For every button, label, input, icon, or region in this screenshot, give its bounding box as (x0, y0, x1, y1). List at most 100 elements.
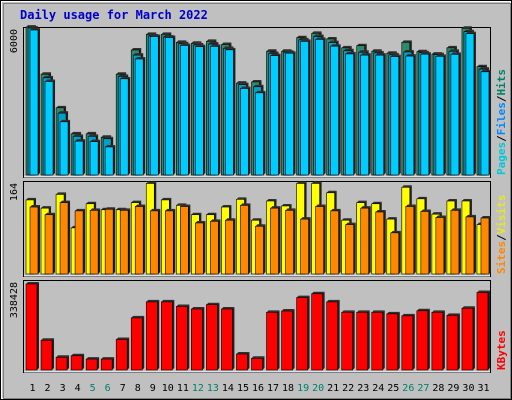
bar-top-hits-day-14-top-face (221, 42, 232, 45)
bar-top-pages-day-25-side-face (398, 54, 401, 176)
x-tick-label-22: 22 (342, 383, 354, 394)
bar-bottom-kbytes-day-8-side-face (142, 315, 145, 370)
bar-bottom-kbytes-day-31-top-face (476, 290, 490, 293)
bar-bottom-kbytes-day-15 (236, 351, 250, 371)
bar-middle-sites-day-22-face (345, 224, 354, 275)
bar-middle-sites-day-14-side-face (233, 218, 236, 274)
legend-middle-item-1: / (495, 234, 508, 241)
bar-middle-sites-day-18 (285, 208, 296, 275)
bar-top-pages-day-29-top-face (450, 52, 461, 55)
bar-top-pages-day-29-face (450, 54, 460, 176)
panel-middle-ymax-label: 164 (9, 183, 20, 201)
bar-top-files-day-24-top-face (373, 50, 384, 53)
x-tick-label-25: 25 (387, 383, 399, 394)
bar-middle-visits-day-30-top-face (461, 199, 472, 202)
bar-top-hits-day-21-top-face (326, 36, 337, 39)
bar-top-pages-day-10 (164, 35, 176, 176)
bar-bottom-kbytes-day-11-side-face (187, 304, 190, 370)
bar-middle-sites-day-28 (435, 215, 446, 275)
bar-top-pages-day-20-side-face (323, 37, 326, 175)
bar-bottom-kbytes-day-2-face (40, 339, 53, 371)
bar-top-hits-day-22-top-face (341, 45, 352, 48)
bar-middle-visits-day-15-top-face (236, 197, 247, 200)
bar-bottom-kbytes-day-16 (251, 356, 265, 371)
bar-top-pages-day-4-face (74, 140, 84, 176)
bar-top-pages-day-6-top-face (105, 144, 116, 147)
panel-bottom-ymax-label: 338428 (9, 282, 20, 318)
bar-middle-sites-day-1 (29, 205, 40, 275)
bar-middle-sites-day-22 (345, 222, 356, 275)
bar-top-pages-day-13-face (210, 46, 219, 176)
bar-top-pages-day-19-face (300, 41, 309, 176)
bar-top-pages-day-25 (390, 54, 401, 176)
bar-bottom-kbytes-day-17-top-face (266, 310, 280, 313)
bar-bottom-kbytes-day-3-face (55, 356, 68, 371)
bar-middle-sites-day-29 (450, 208, 461, 275)
bar-middle-sites-day-30 (465, 214, 476, 275)
bar-bottom-kbytes-day-17 (266, 310, 280, 371)
bar-middle-visits-day-17-top-face (266, 199, 277, 202)
legend-top-item-1: / (495, 135, 508, 142)
bar-bottom-kbytes-day-26-face (401, 315, 414, 371)
bar-middle-sites-day-15-side-face (248, 203, 251, 274)
bar-top-pages-day-10-face (164, 37, 174, 176)
x-tick-label-8: 8 (135, 383, 141, 394)
x-tick-label-5: 5 (90, 383, 96, 394)
bar-top-pages-day-31-top-face (480, 69, 491, 72)
bar-bottom-kbytes-day-6-side-face (112, 357, 115, 370)
bar-bottom-kbytes-day-10-top-face (161, 299, 175, 302)
bar-middle-sites-day-25-top-face (390, 230, 401, 233)
bar-top-pages-day-6-side-face (113, 144, 116, 175)
bar-top-hits-day-30-top-face (461, 26, 472, 29)
x-tick-label-16: 16 (252, 383, 264, 394)
bar-middle-visits-day-21-top-face (326, 190, 337, 193)
bar-bottom-kbytes-day-18-top-face (281, 309, 295, 312)
bar-middle-sites-day-29-face (450, 210, 460, 275)
bar-middle-sites-day-28-side-face (443, 215, 446, 274)
bar-bottom-kbytes-day-4 (70, 353, 85, 371)
bar-middle-sites-day-30-top-face (465, 214, 476, 217)
bar-top-files-day-29-top-face (448, 49, 459, 52)
bar-bottom-kbytes-day-2 (40, 338, 55, 371)
bar-top-pages-day-19-side-face (308, 39, 311, 175)
bar-middle-sites-day-9-top-face (150, 208, 161, 211)
bar-middle-sites-day-25-face (390, 232, 400, 275)
bar-top-pages-day-15 (240, 86, 251, 176)
x-tick-label-29: 29 (447, 383, 459, 394)
bar-middle-sites-day-22-side-face (353, 222, 356, 274)
bar-top-pages-day-31-face (480, 71, 490, 176)
bar-top-pages-day-7 (119, 76, 131, 176)
chart-frame-shadow (3, 3, 511, 399)
bar-bottom-kbytes-day-3-top-face (56, 355, 70, 358)
bar-middle-sites-day-17-top-face (270, 206, 281, 209)
bar-bottom-kbytes-day-1-side-face (37, 282, 39, 370)
bar-middle-sites-day-7-top-face (120, 208, 131, 211)
x-tick-label-6: 6 (105, 383, 111, 394)
x-tick-label-12: 12 (192, 383, 204, 394)
bar-bottom-kbytes-day-2-top-face (41, 338, 55, 341)
bar-top-hits-day-31-top-face (476, 64, 487, 67)
bar-top-hits-day-3-top-face (56, 105, 67, 108)
bar-top-files-day-22-top-face (343, 48, 354, 51)
bar-top-pages-day-16-side-face (263, 90, 266, 175)
x-tick-label-27: 27 (417, 383, 429, 394)
bar-top-pages-day-27-top-face (420, 52, 431, 55)
bar-bottom-kbytes-day-7-top-face (116, 337, 130, 340)
bar-middle-sites-day-29-top-face (450, 208, 461, 211)
legend-top-item-2: Files (495, 102, 508, 135)
bar-top-pages-day-28-side-face (443, 54, 446, 175)
bar-top-files-day-25-top-face (388, 52, 399, 55)
bar-top-hits-day-25-top-face (386, 51, 397, 54)
bar-top-files-day-5-top-face (88, 134, 99, 137)
bar-middle-sites-day-4-face (74, 210, 84, 275)
bar-top-pages-day-30-top-face (465, 31, 476, 34)
bar-top-files-day-6-top-face (103, 136, 114, 139)
bar-middle-visits-day-28-top-face (431, 212, 442, 215)
bar-bottom-kbytes-day-15-face (236, 353, 248, 371)
x-tick-label-15: 15 (237, 383, 249, 394)
bar-top-pages-day-15-side-face (248, 86, 251, 175)
bar-bottom-kbytes-day-8-face (130, 317, 143, 371)
bar-bottom-kbytes-day-26-side-face (412, 313, 415, 370)
bar-top-hits-day-10-top-face (161, 32, 172, 35)
x-tick-label-4: 4 (75, 383, 81, 394)
